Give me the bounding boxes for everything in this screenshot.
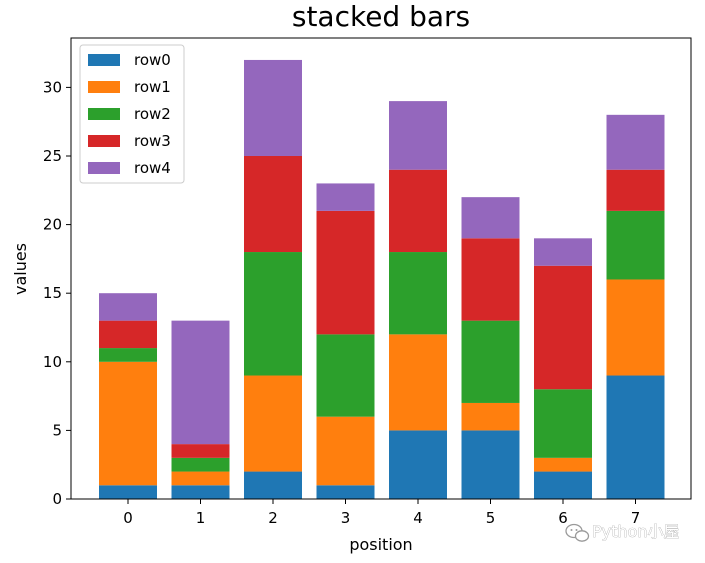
bar-row1-5 — [461, 402, 520, 431]
x-tick-label: 4 — [413, 509, 423, 527]
legend-label-row4: row4 — [134, 159, 171, 177]
bar-row4-7 — [606, 114, 665, 170]
bar-row1-4 — [389, 334, 447, 431]
bar-row0-4 — [389, 430, 447, 499]
bar-row4-4 — [389, 101, 447, 170]
bar-row2-6 — [534, 389, 592, 458]
y-tick-label: 5 — [52, 421, 62, 439]
y-axis-label: values — [11, 243, 30, 295]
bar-row4-6 — [534, 238, 592, 266]
bar-row1-0 — [99, 361, 157, 486]
bar-row2-2 — [244, 252, 302, 376]
x-tick-label: 5 — [486, 509, 496, 527]
legend-swatch-row3 — [88, 135, 120, 147]
bar-row1-7 — [606, 279, 665, 376]
bar-row3-1 — [171, 444, 230, 458]
bar-row0-6 — [534, 471, 592, 499]
bar-row4-3 — [316, 183, 375, 211]
y-tick-label: 10 — [43, 353, 62, 371]
bar-row2-1 — [171, 457, 230, 472]
bar-row3-0 — [99, 320, 157, 349]
legend-swatch-row4 — [88, 162, 120, 174]
legend-swatch-row2 — [88, 108, 120, 120]
watermark-text: Python小屋 — [592, 522, 679, 541]
bar-row3-2 — [244, 155, 302, 253]
bar-row2-4 — [389, 252, 447, 335]
legend-label-row3: row3 — [134, 132, 171, 150]
bar-row4-0 — [99, 293, 157, 321]
bar-row4-1 — [171, 320, 230, 445]
bar-row2-7 — [606, 210, 665, 280]
bar-row3-5 — [461, 238, 520, 321]
legend-label-row0: row0 — [134, 51, 171, 69]
legend-label-row1: row1 — [134, 78, 171, 96]
watermark: Python小屋 — [565, 522, 680, 542]
bar-row3-4 — [389, 169, 447, 253]
legend-label-row2: row2 — [134, 105, 171, 123]
y-tick-label: 0 — [52, 490, 62, 508]
x-tick-label: 6 — [558, 509, 568, 527]
legend-swatch-row0 — [88, 54, 120, 66]
y-tick-label: 15 — [43, 284, 62, 302]
x-tick-label: 0 — [123, 509, 133, 527]
bar-row1-3 — [316, 416, 375, 486]
bar-row1-2 — [244, 375, 302, 472]
bar-row2-3 — [316, 334, 375, 417]
x-axis: 0 1 2 3 4 5 6 7 — [123, 499, 640, 527]
bar-row1-6 — [534, 457, 592, 472]
chart-title: stacked bars — [292, 0, 470, 33]
y-axis: 0 5 10 15 20 25 30 — [43, 78, 71, 508]
legend-swatch-row1 — [88, 81, 120, 93]
y-tick-label: 30 — [43, 78, 62, 96]
bar-row1-1 — [171, 471, 230, 486]
bar-row0-5 — [461, 430, 520, 499]
bar-row3-3 — [316, 210, 375, 335]
y-tick-label: 20 — [43, 216, 62, 234]
plot-frame — [70, 37, 692, 500]
bar-row3-7 — [606, 169, 665, 211]
bars-layer — [99, 59, 665, 499]
bar-row0-0 — [99, 485, 157, 499]
y-tick-label: 25 — [43, 147, 62, 165]
wechat-icon — [565, 523, 590, 542]
legend-frame — [79, 44, 185, 184]
bar-row4-5 — [461, 197, 520, 239]
x-tick-label: 1 — [196, 509, 206, 527]
bar-row2-5 — [461, 320, 520, 403]
x-tick-label: 2 — [268, 509, 278, 527]
x-tick-label: 3 — [341, 509, 351, 527]
x-axis-label: position — [349, 535, 412, 554]
bar-row0-2 — [244, 471, 302, 499]
bar-row0-1 — [171, 485, 230, 499]
bar-row3-6 — [534, 265, 592, 390]
bar-row2-0 — [99, 348, 157, 362]
legend: row0 row1 row2 row3 row4 — [79, 44, 185, 184]
bar-row0-3 — [316, 485, 375, 499]
bar-row0-7 — [606, 375, 665, 499]
x-tick-label: 7 — [631, 509, 641, 527]
bar-row4-2 — [244, 59, 302, 156]
